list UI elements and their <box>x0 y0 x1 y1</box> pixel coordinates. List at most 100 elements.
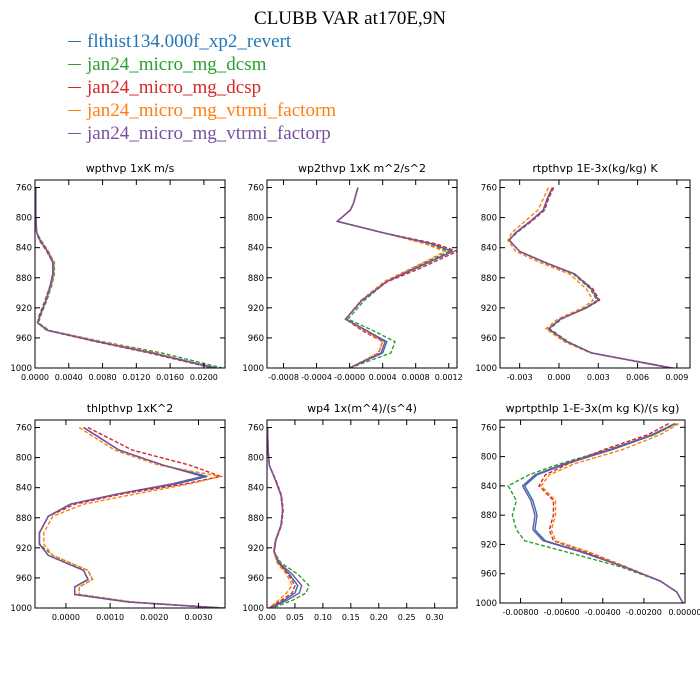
series-line-5 <box>521 423 684 603</box>
x-tick-label: 0.25 <box>398 613 416 622</box>
legend-swatch <box>68 110 81 112</box>
x-tick-label: -0.0008 <box>268 373 299 382</box>
panel-1: wpthvp 1xK m/s76080084088092096010000.00… <box>10 162 226 382</box>
x-tick-label: 0.0000 <box>52 613 80 622</box>
y-tick-label: 800 <box>481 453 497 463</box>
x-tick-label: 0.15 <box>342 613 360 622</box>
legend-entry: jan24_micro_mg_dcsp <box>68 76 336 99</box>
x-tick-label: 0.05 <box>286 613 304 622</box>
series-line-3 <box>38 426 224 608</box>
y-tick-label: 960 <box>248 574 264 584</box>
y-tick-label: 800 <box>248 454 264 464</box>
x-tick-label: 0.000 <box>548 373 571 382</box>
y-tick-label: 1000 <box>242 364 264 374</box>
plot-frame <box>266 419 458 609</box>
legend-label: flthist134.000f_xp2_revert <box>87 31 292 52</box>
panel-2: wp2thvp 1xK m^2/s^2 760 800 840 880 920 960 100… <box>242 162 462 382</box>
panel-4: thlpthvp 1xK^2 760 800 840 880 920 960 1000 0.00… <box>10 402 226 622</box>
x-tick-label: 0.0020 <box>140 613 168 622</box>
legend-entry: jan24_micro_mg_vtrmi_factorm <box>68 99 336 122</box>
y-tick-label: 1000 <box>10 364 32 374</box>
y-tick-label: 920 <box>481 540 497 550</box>
series-line-4 <box>507 187 671 368</box>
y-tick-label: 1000 <box>242 604 264 614</box>
x-tick-label: 0.00 <box>258 613 276 622</box>
x-tick-label: 0.30 <box>426 613 444 622</box>
x-tick-label: -0.00400 <box>585 608 621 617</box>
y-tick-label: 960 <box>481 570 497 580</box>
series-line-1 <box>523 423 684 603</box>
y-tick-label: 760 <box>248 424 264 434</box>
x-tick-label: 0.0004 <box>369 373 397 382</box>
y-tick-label: 920 <box>481 304 497 314</box>
legend-entry: jan24_micro_mg_dcsm <box>68 53 336 76</box>
x-tick-label: 0.003 <box>587 373 610 382</box>
y-tick-label: 880 <box>481 274 497 284</box>
y-tick-label: 880 <box>16 274 32 284</box>
series-line-5 <box>38 426 221 608</box>
plot-frame <box>499 419 686 604</box>
legend-swatch <box>68 133 81 135</box>
legend-label: jan24_micro_mg_dcsm <box>87 54 267 75</box>
panel-title: thlpthvp 1xK^2 <box>87 402 174 415</box>
series-line-1 <box>35 187 217 368</box>
y-tick-label: 880 <box>248 274 264 284</box>
x-tick-label: 0.0000 <box>21 373 49 382</box>
y-tick-label: 920 <box>248 544 264 554</box>
panel-6: wprtpthlp 1-E-3x(m kg K)/(s kg) 760 800 840… <box>475 402 700 617</box>
panel-title: rtpthvp 1E-3x(kg/kg) K <box>532 162 658 175</box>
x-tick-label: 0.0160 <box>156 373 184 382</box>
series-line-4 <box>335 187 447 368</box>
y-tick-label: 840 <box>16 484 32 494</box>
series-line-5 <box>508 187 672 368</box>
y-tick-label: 880 <box>481 511 497 521</box>
y-tick-label: 1000 <box>475 599 497 609</box>
panel-title: wprtpthlp 1-E-3x(m kg K)/(s kg) <box>506 402 680 415</box>
x-tick-label: 0.0030 <box>184 613 212 622</box>
y-tick-label: 840 <box>481 482 497 492</box>
x-tick-label: 0.0008 <box>402 373 430 382</box>
x-tick-label: 0.0040 <box>55 373 83 382</box>
x-tick-label: -0.0004 <box>301 373 332 382</box>
legend-label: jan24_micro_mg_vtrmi_factorp <box>87 123 331 144</box>
x-tick-label: 0.00000 <box>668 608 700 617</box>
y-tick-label: 920 <box>16 304 32 314</box>
legend-swatch <box>68 64 81 66</box>
y-tick-label: 1000 <box>475 364 497 374</box>
x-tick-label: 0.0080 <box>89 373 117 382</box>
series-line-4 <box>35 187 215 368</box>
panel-title: wp4 1x(m^4)/(s^4) <box>307 402 417 415</box>
y-tick-label: 960 <box>16 574 32 584</box>
series-line-2 <box>35 187 223 368</box>
x-tick-label: -0.003 <box>507 373 533 382</box>
plot-frame <box>266 179 458 369</box>
series-line-5 <box>335 187 454 368</box>
y-tick-label: 920 <box>248 304 264 314</box>
series-line-4 <box>43 426 221 608</box>
y-tick-label: 840 <box>16 244 32 254</box>
y-tick-label: 800 <box>16 214 32 224</box>
y-tick-label: 960 <box>248 334 264 344</box>
plot-frame <box>34 419 226 609</box>
y-tick-label: 760 <box>16 424 32 434</box>
x-tick-label: 0.20 <box>370 613 388 622</box>
series-line-5 <box>35 187 215 368</box>
x-tick-label: 0.10 <box>314 613 332 622</box>
y-tick-label: 760 <box>248 184 264 194</box>
y-tick-label: 760 <box>16 184 32 194</box>
y-tick-label: 800 <box>248 214 264 224</box>
y-tick-label: 760 <box>481 423 497 433</box>
x-tick-label: 0.0012 <box>435 373 463 382</box>
series-line-2 <box>267 427 310 608</box>
y-tick-label: 840 <box>481 244 497 254</box>
panel-3: rtpthvp 1E-3x(kg/kg) K 760 800 840 880 920 960… <box>475 162 691 382</box>
x-tick-label: 0.0010 <box>96 613 124 622</box>
y-tick-label: 800 <box>16 454 32 464</box>
x-tick-label: 0.0120 <box>122 373 150 382</box>
y-tick-label: 1000 <box>10 604 32 614</box>
series-line-4 <box>540 423 684 603</box>
series-line-1 <box>38 426 221 608</box>
series-line-3 <box>35 187 213 368</box>
plot-frame <box>499 179 691 369</box>
series-line-5 <box>267 427 303 608</box>
